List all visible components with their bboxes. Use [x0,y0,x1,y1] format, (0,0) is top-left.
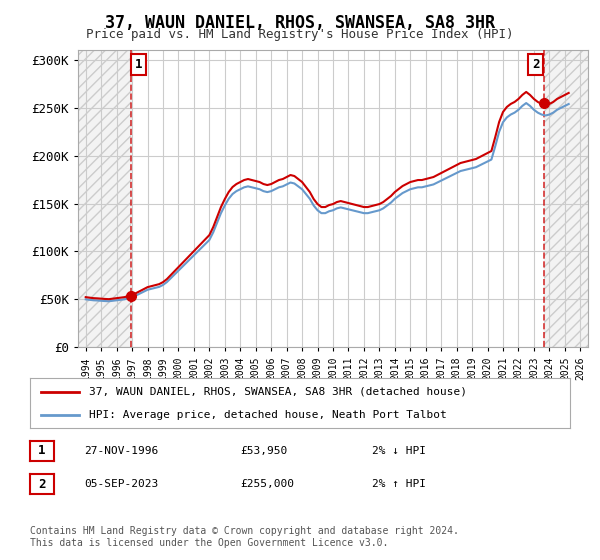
Text: 1: 1 [38,444,46,458]
Text: £255,000: £255,000 [240,479,294,489]
Text: 2% ↓ HPI: 2% ↓ HPI [372,446,426,456]
Bar [78,50,131,347]
Text: 2% ↑ HPI: 2% ↑ HPI [372,479,426,489]
Bar [78,50,131,347]
Text: Price paid vs. HM Land Registry's House Price Index (HPI): Price paid vs. HM Land Registry's House … [86,28,514,41]
Text: 2: 2 [532,58,539,71]
Bar [544,50,588,347]
Text: 2: 2 [38,478,46,491]
Text: 05-SEP-2023: 05-SEP-2023 [84,479,158,489]
Text: 37, WAUN DANIEL, RHOS, SWANSEA, SA8 3HR (detached house): 37, WAUN DANIEL, RHOS, SWANSEA, SA8 3HR … [89,386,467,396]
Text: 1: 1 [135,58,143,71]
Text: Contains HM Land Registry data © Crown copyright and database right 2024.
This d: Contains HM Land Registry data © Crown c… [30,526,459,548]
Text: £53,950: £53,950 [240,446,287,456]
Text: HPI: Average price, detached house, Neath Port Talbot: HPI: Average price, detached house, Neat… [89,410,447,420]
Bar [544,50,588,347]
Text: 27-NOV-1996: 27-NOV-1996 [84,446,158,456]
Text: 37, WAUN DANIEL, RHOS, SWANSEA, SA8 3HR: 37, WAUN DANIEL, RHOS, SWANSEA, SA8 3HR [105,14,495,32]
